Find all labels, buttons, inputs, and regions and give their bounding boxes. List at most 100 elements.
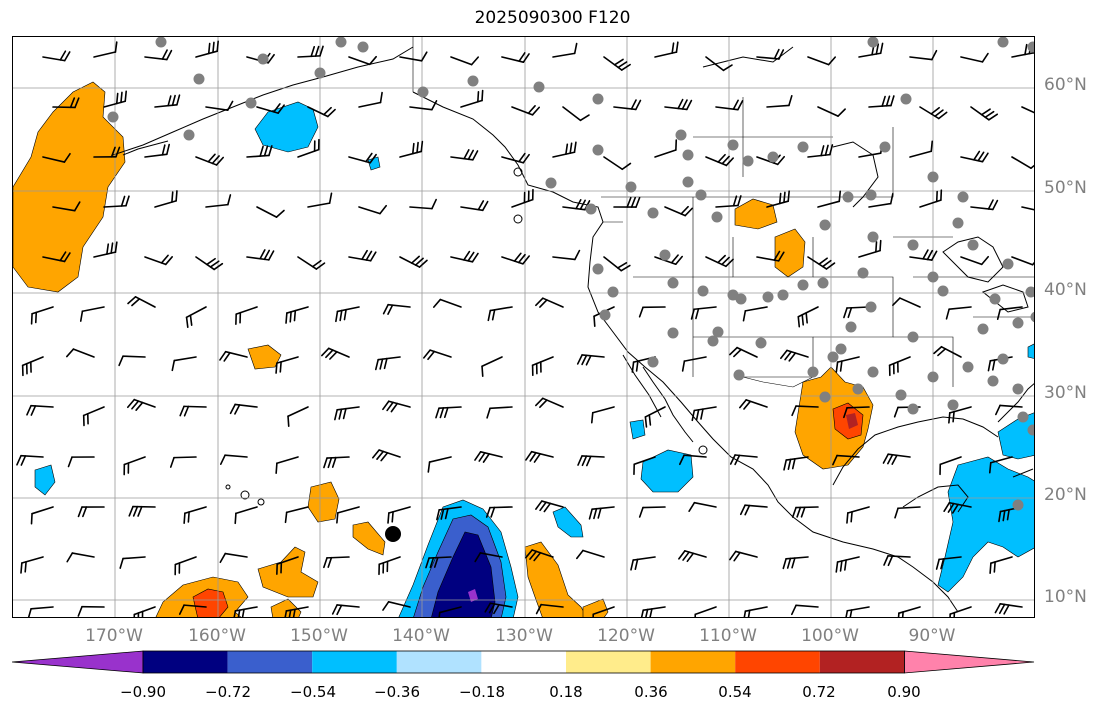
orange-anomaly-plains-2 [774, 228, 806, 278]
graticule [13, 37, 1034, 617]
station-marker [335, 37, 347, 48]
wind-barb [409, 100, 438, 111]
wind-barb [348, 249, 377, 262]
wind-barb [630, 556, 656, 571]
wind-barb [638, 506, 666, 518]
wind-barb [1011, 156, 1034, 169]
wind-barb [882, 453, 911, 465]
wind-barb [126, 398, 156, 412]
wind-barb [93, 241, 118, 258]
map-panel[interactable] [12, 36, 1035, 618]
wind-barb [276, 556, 299, 575]
wind-barb [474, 451, 503, 463]
wind-barb [919, 106, 948, 120]
lon-label-160w: 160°W [188, 626, 246, 646]
wind-barb [118, 355, 146, 367]
lon-label-170w: 170°W [85, 626, 143, 646]
wind-barb [382, 303, 411, 315]
wind-barb [892, 297, 921, 308]
wind-barb [144, 254, 174, 266]
wind-barb [845, 606, 870, 617]
wind-barb [943, 501, 972, 514]
wind-barb [219, 350, 248, 362]
wind-barb [949, 606, 972, 617]
station-marker [667, 327, 679, 339]
station-marker [867, 37, 879, 48]
station-marker [1012, 317, 1024, 329]
station-marker [727, 289, 739, 301]
wind-barb [817, 106, 846, 117]
station-marker [957, 191, 969, 203]
station-marker [997, 353, 1009, 365]
wind-barb [486, 406, 513, 419]
wind-barb [323, 556, 350, 569]
wind-barb [256, 103, 285, 114]
wind-barb [868, 95, 895, 108]
station-marker [545, 177, 557, 189]
wind-barb [450, 56, 480, 66]
wind-barb [284, 606, 309, 617]
wind-barb [681, 356, 707, 372]
station-marker [927, 371, 939, 383]
wind-barb [995, 404, 1023, 416]
wind-barb [432, 298, 462, 308]
station-marker [819, 219, 831, 231]
wind-barb [285, 306, 309, 324]
station-marker [817, 277, 829, 289]
wind-barb [93, 41, 118, 58]
wind-barb [399, 51, 428, 62]
station-marker [797, 141, 809, 153]
station-marker [857, 267, 869, 279]
colorbar-extend-high [904, 650, 1035, 674]
wind-barb [501, 152, 530, 164]
wind-barb [372, 449, 401, 462]
station-marker [962, 361, 974, 373]
wind-barb [935, 556, 962, 570]
wind-barb [67, 456, 95, 468]
station-marker [1027, 424, 1034, 436]
wind-barb [425, 556, 452, 569]
wind-barb [535, 397, 564, 409]
station-marker [357, 41, 369, 53]
wind-barb [119, 556, 146, 569]
station-marker [667, 277, 679, 289]
wind-barb [996, 306, 1023, 321]
wind-barb [603, 56, 631, 71]
lon-label-140w: 140°W [392, 626, 450, 646]
lat-label-60n: 60°N [1044, 75, 1087, 95]
wind-barb [664, 205, 693, 217]
station-marker [842, 191, 854, 203]
station-marker [417, 86, 429, 98]
colorbar-tick-label: 0.18 [549, 683, 583, 701]
wind-barb [501, 252, 530, 265]
wind-barb [205, 194, 232, 208]
station-marker [592, 144, 604, 156]
wind-barb [894, 506, 921, 519]
station-marker [865, 301, 877, 313]
colorbar-tick-label: −0.54 [290, 683, 336, 701]
wind-barb [409, 198, 437, 210]
wind-barb [715, 195, 742, 208]
orange-anomaly-bering [13, 81, 126, 293]
station-marker [647, 356, 659, 368]
station-marker [592, 93, 604, 105]
wind-barb [374, 356, 401, 371]
map-canvas[interactable] [13, 37, 1035, 618]
station-marker [107, 111, 119, 123]
wind-barb [219, 552, 248, 564]
wind-barb [552, 249, 581, 261]
wind-barb [195, 153, 224, 166]
wind-barb [756, 48, 785, 60]
station-marker [1025, 286, 1034, 298]
wind-barb [484, 602, 513, 615]
wind-barb [868, 193, 894, 208]
station-marker [987, 375, 999, 387]
wind-barb [284, 506, 309, 524]
wind-barb [525, 549, 554, 562]
station-marker [927, 271, 939, 283]
wind-barb [705, 153, 734, 167]
wind-barb [705, 56, 733, 72]
wind-barb [30, 506, 54, 525]
wind-barb [945, 306, 972, 320]
wind-barb [423, 349, 452, 361]
